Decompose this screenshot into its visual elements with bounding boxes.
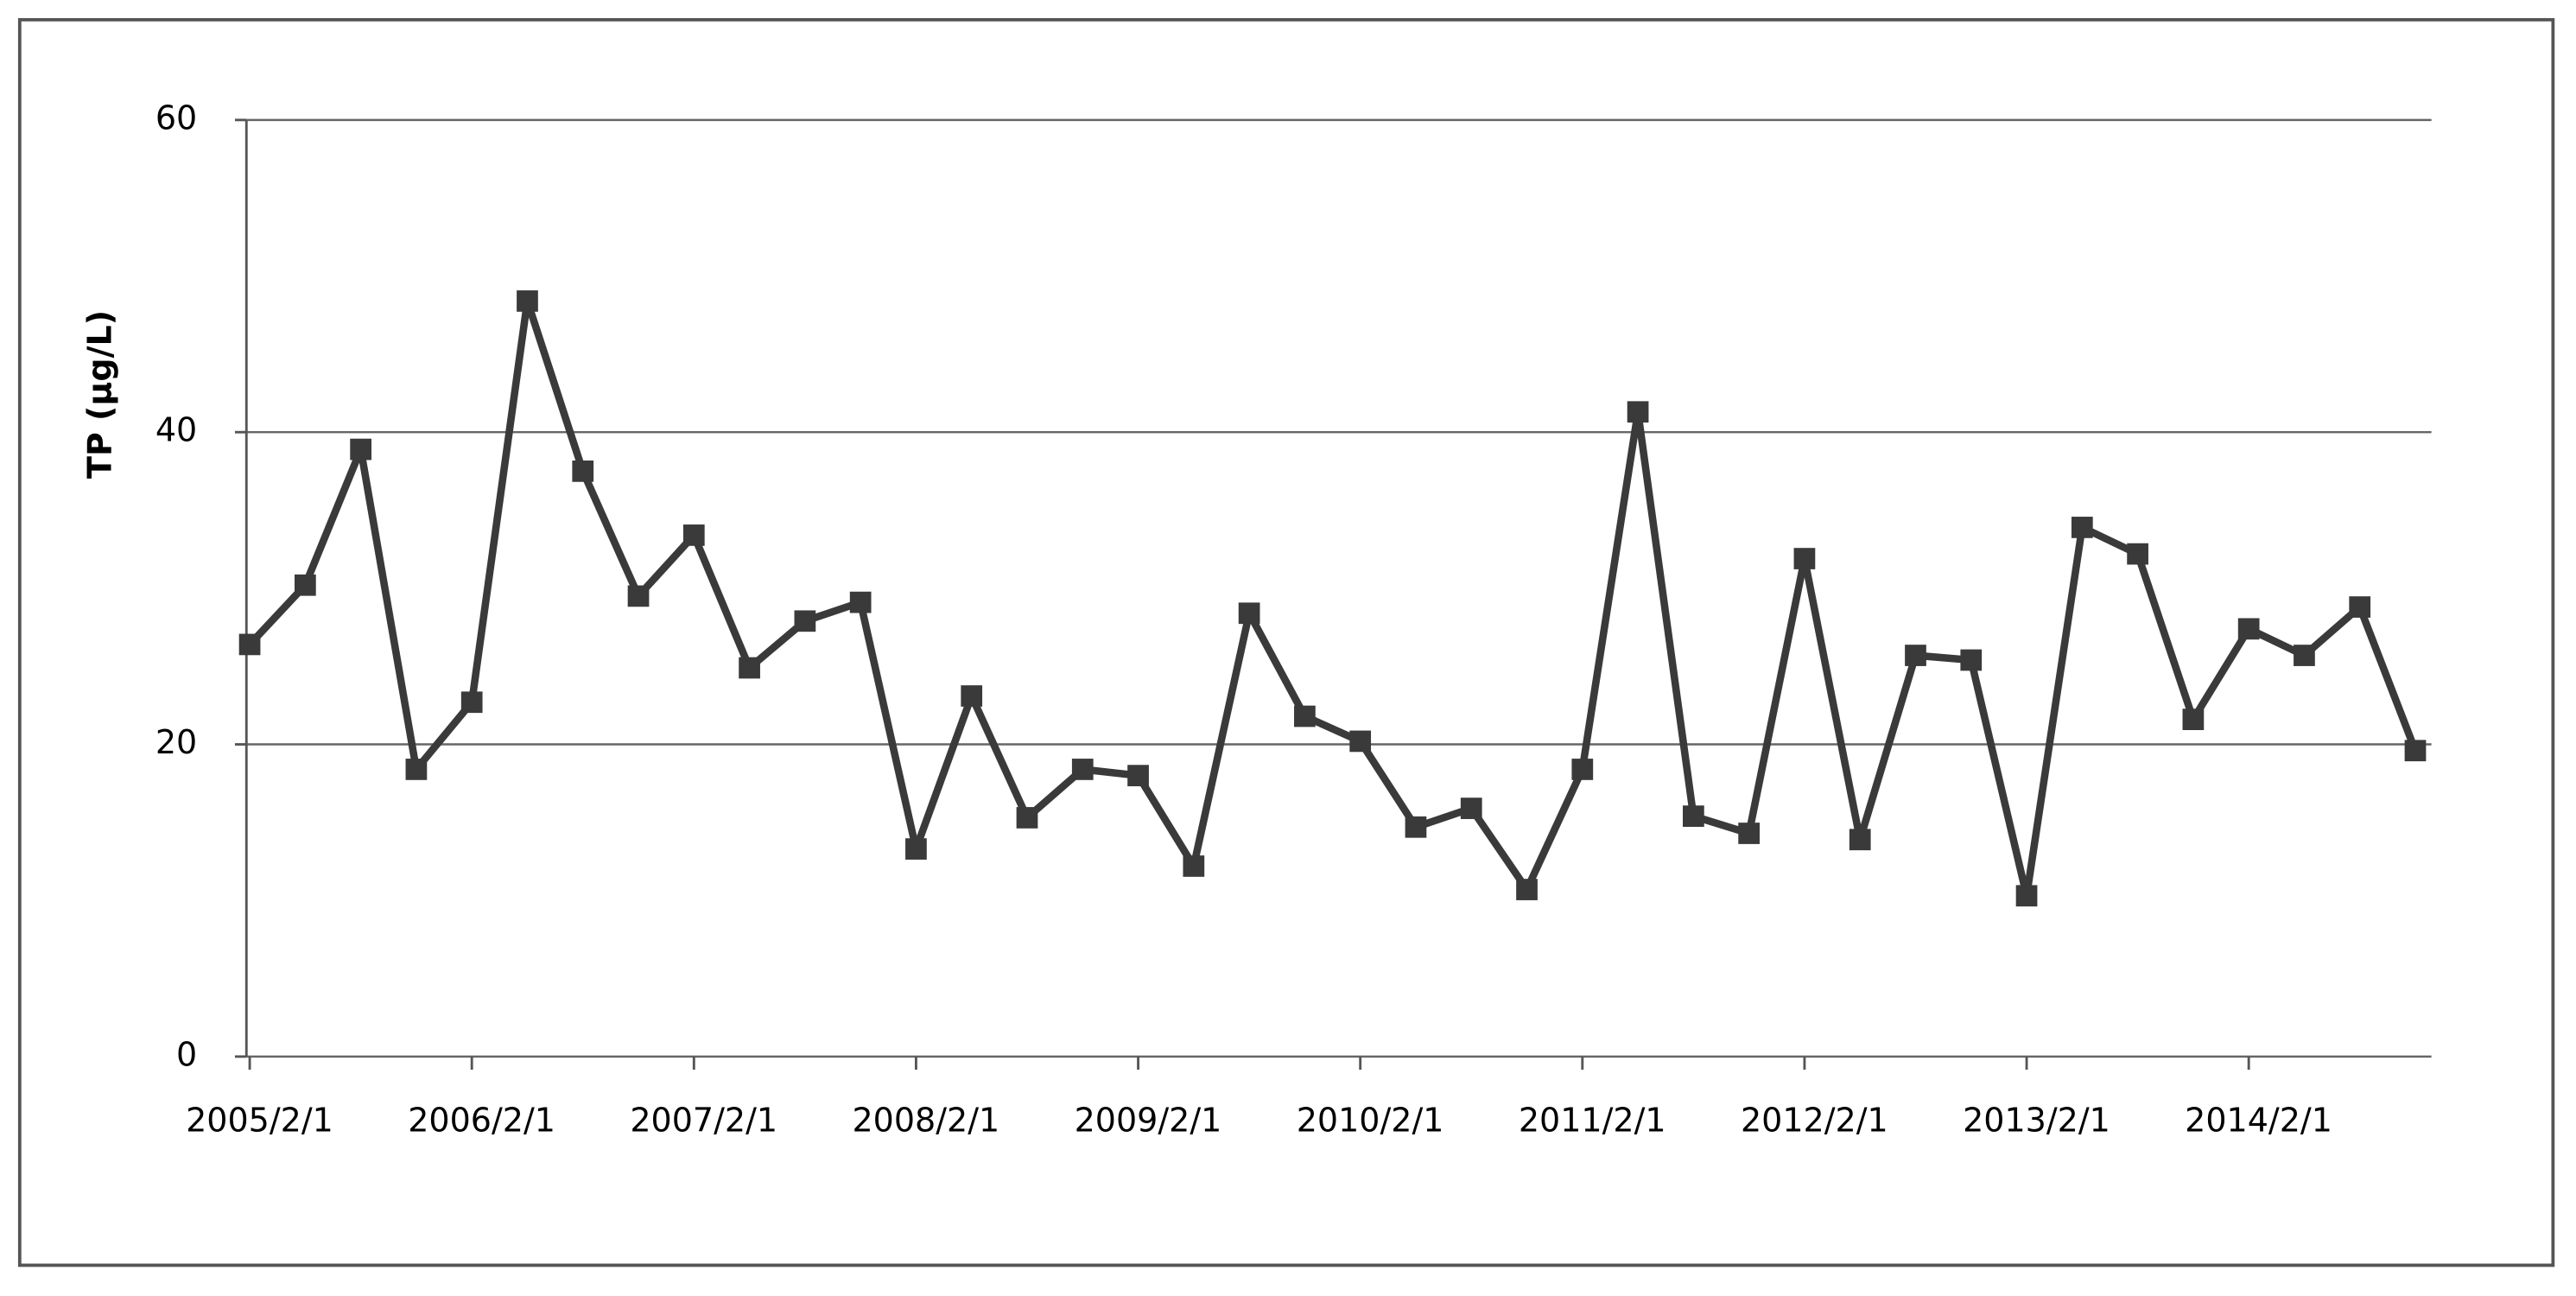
point: [350, 438, 371, 461]
point: [2349, 596, 2371, 618]
y-tick-label: 0: [176, 1035, 197, 1073]
x-tick-label: 2009/2/1: [1075, 1101, 1222, 1139]
y-tick-label: 40: [155, 411, 197, 449]
point: [1405, 816, 1427, 838]
point: [572, 461, 594, 482]
point: [1682, 805, 1704, 828]
point: [849, 591, 872, 613]
x-tick-label: 2008/2/1: [852, 1101, 999, 1139]
x-tick-label: 2011/2/1: [1519, 1101, 1666, 1139]
y-axis-label: TP (μg/L): [80, 310, 118, 479]
point: [238, 633, 261, 656]
x-tick-label: 2007/2/1: [630, 1101, 777, 1139]
point: [1183, 855, 1205, 877]
point: [2071, 517, 2093, 538]
point: [2237, 618, 2260, 640]
y-tick-label: 20: [155, 723, 197, 761]
point: [2127, 543, 2148, 565]
point: [2015, 885, 2038, 907]
point: [1516, 879, 1538, 900]
point: [294, 574, 316, 596]
point: [905, 838, 927, 860]
point: [2404, 740, 2427, 762]
y-tick-label: 60: [155, 98, 197, 137]
point: [1071, 759, 1094, 780]
series-line: [246, 297, 2419, 900]
point: [627, 585, 650, 607]
point: [1793, 548, 1816, 569]
point: [1349, 730, 1372, 753]
point: [682, 524, 705, 546]
x-tick-label: 2013/2/1: [1963, 1101, 2110, 1139]
point: [1016, 807, 1038, 829]
point: [517, 290, 538, 312]
point: [1905, 645, 1926, 666]
x-tick-label: 2006/2/1: [408, 1101, 555, 1139]
point: [961, 685, 983, 707]
point: [794, 610, 816, 632]
x-tick-label: 2014/2/1: [2185, 1101, 2332, 1139]
point: [1849, 829, 1871, 851]
x-tick-label: 2005/2/1: [186, 1101, 333, 1139]
point: [739, 657, 760, 679]
point: [1571, 759, 1594, 780]
point: [1294, 705, 1316, 727]
point: [1127, 765, 1149, 787]
x-tick-label: 2010/2/1: [1297, 1101, 1444, 1139]
point: [1960, 649, 1983, 671]
chart-frame: [17, 17, 2555, 1267]
point: [405, 759, 428, 780]
point: [1738, 823, 1761, 844]
point: [460, 691, 483, 714]
point: [1627, 401, 1649, 423]
point: [1238, 602, 1260, 625]
point: [2182, 708, 2205, 730]
point: [1460, 797, 1482, 819]
point: [2294, 645, 2315, 666]
x-tick-label: 2012/2/1: [1741, 1101, 1888, 1139]
